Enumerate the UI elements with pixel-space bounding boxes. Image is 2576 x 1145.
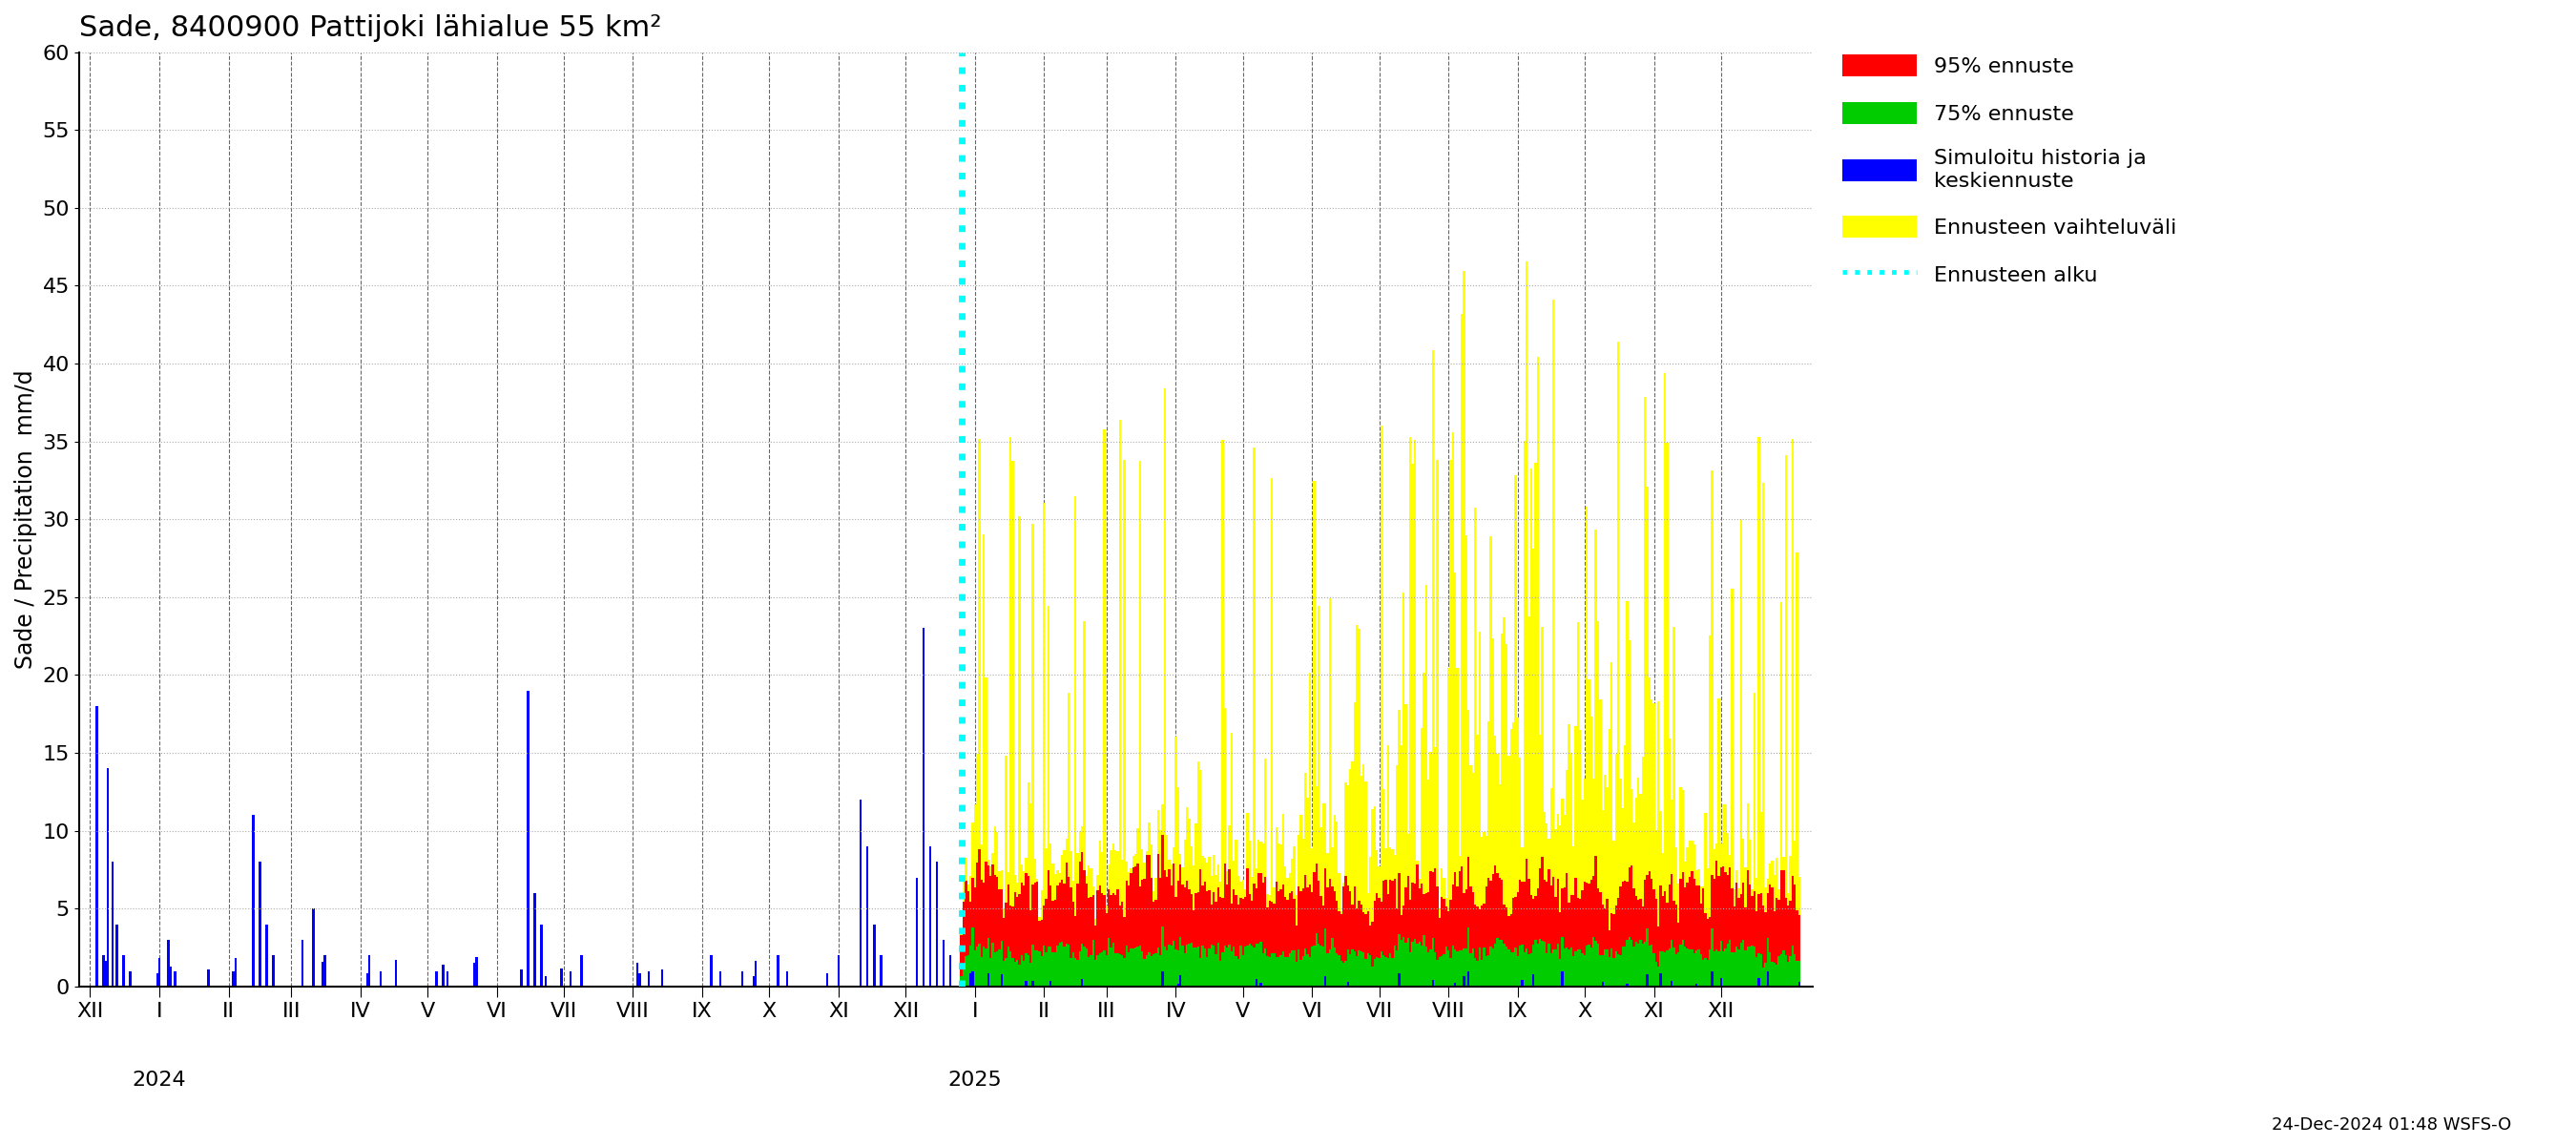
Legend: 95% ennuste, 75% ennuste, Simuloitu historia ja
keskiennuste, Ennusteen vaihtelu: 95% ennuste, 75% ennuste, Simuloitu hist… — [1832, 44, 2187, 295]
Text: 2025: 2025 — [948, 1071, 1002, 1090]
Y-axis label: Sade / Precipitation  mm/d: Sade / Precipitation mm/d — [15, 370, 36, 669]
Text: 24-Dec-2024 01:48 WSFS-O: 24-Dec-2024 01:48 WSFS-O — [2272, 1116, 2512, 1134]
Text: Sade, 8400900 Pattijoki lähialue 55 km²: Sade, 8400900 Pattijoki lähialue 55 km² — [80, 14, 662, 42]
Text: 2024: 2024 — [131, 1071, 185, 1090]
